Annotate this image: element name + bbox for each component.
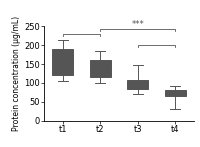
Text: ***: ***	[131, 20, 144, 29]
PathPatch shape	[90, 60, 111, 77]
Y-axis label: Protein concentration (μg/mL): Protein concentration (μg/mL)	[12, 16, 21, 131]
PathPatch shape	[127, 80, 148, 88]
PathPatch shape	[52, 49, 73, 75]
PathPatch shape	[165, 90, 186, 96]
